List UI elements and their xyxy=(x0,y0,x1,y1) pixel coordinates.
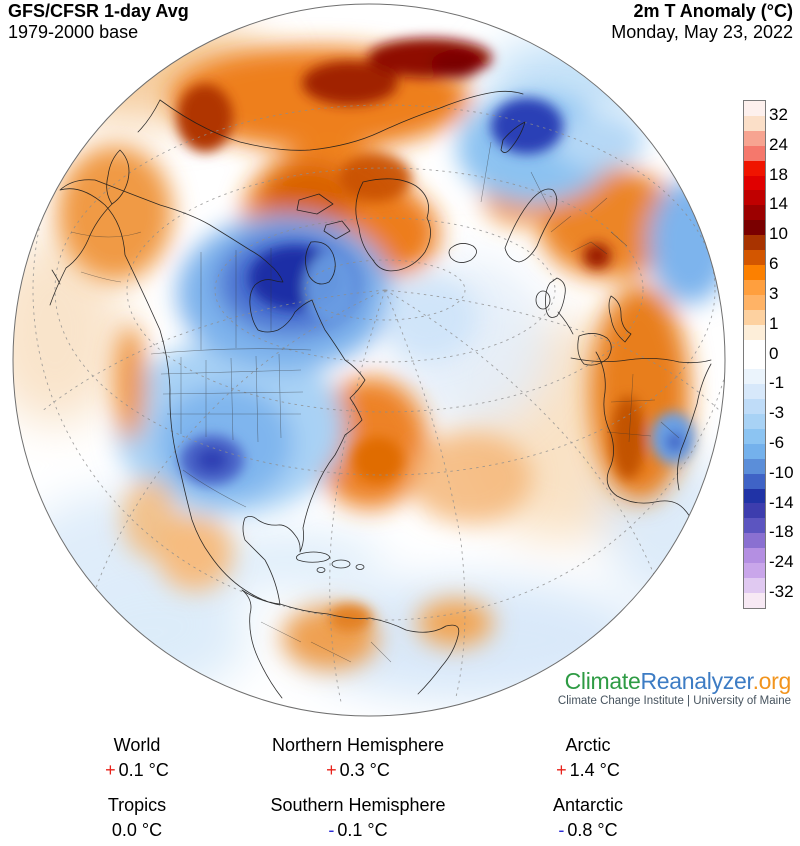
colorbar-labels: 32 24 18 14 10 6 3 1 0 -1 -3 -6 -10 -14 -18 -24 -32 xyxy=(769,100,800,607)
colorbar-segment xyxy=(744,324,765,340)
colorbar-tick-label: -14 xyxy=(769,492,794,512)
colorbar-segment xyxy=(744,488,765,504)
colorbar-tick-label: 24 xyxy=(769,134,788,154)
stat-tropics: Tropics 0.0 °C xyxy=(25,795,249,840)
colorbar-segment xyxy=(744,294,765,310)
colorbar-segment xyxy=(744,533,765,549)
colorbar-tick-label: 18 xyxy=(769,164,788,184)
stat-region-label: Northern Hemisphere xyxy=(271,735,445,755)
colorbar-segment xyxy=(744,309,765,325)
stat-region-label: World xyxy=(113,735,161,755)
colorbar-segment xyxy=(744,250,765,265)
colorbar-tick-label: -1 xyxy=(769,373,785,393)
colorbar-segment xyxy=(744,205,765,221)
baseline-subtitle: 1979-2000 base xyxy=(8,22,139,42)
institute-tagline: Climate Change Institute | University of… xyxy=(557,695,791,707)
colorbar-segment xyxy=(744,279,765,295)
stat-anomaly-value: +0.1 °C xyxy=(105,760,169,780)
graticule xyxy=(32,4,725,703)
colorbar-tick-label: -10 xyxy=(769,462,794,482)
positive-sign: + xyxy=(105,760,116,780)
colorbar-segment xyxy=(744,115,765,131)
colorbar-segment xyxy=(744,548,765,564)
stat-antarctic: Antarctic -0.8 °C xyxy=(476,795,700,840)
stat-region-label: Southern Hemisphere xyxy=(270,795,446,815)
colorbar-segment xyxy=(744,473,765,489)
colorbar-segment xyxy=(744,339,765,355)
coastlines xyxy=(49,90,712,699)
stat-region-label: Tropics xyxy=(107,795,167,815)
colorbar-segment xyxy=(744,264,765,280)
colorbar-segment xyxy=(744,101,765,116)
colorbar-segment xyxy=(744,220,765,236)
variable-title: 2m T Anomaly (°C) xyxy=(633,1,793,21)
colorbar-tick-label: -32 xyxy=(769,582,794,602)
stat-anomaly-value: -0.1 °C xyxy=(328,820,388,840)
colorbar-segment xyxy=(744,160,765,176)
colorbar-tick-label: 6 xyxy=(769,254,779,274)
date-subtitle: Monday, May 23, 2022 xyxy=(611,22,793,42)
negative-sign: - xyxy=(328,820,335,840)
stat-arctic: Arctic +1.4 °C xyxy=(476,735,700,780)
colorbar-segment xyxy=(744,414,765,429)
positive-sign: + xyxy=(556,760,567,780)
colorbar-segment xyxy=(744,130,765,146)
country-borders xyxy=(70,141,680,663)
branding: ClimateReanalyzer.org Climate Change Ins… xyxy=(558,668,791,707)
colorbar-segment xyxy=(744,384,765,400)
colorbar-tick-label: -18 xyxy=(769,522,794,542)
globe-svg xyxy=(12,3,726,717)
colorbar-segment xyxy=(744,190,765,206)
colorbar-segment xyxy=(744,354,765,370)
colorbar-segment xyxy=(744,563,765,578)
stat-world: World +0.1 °C xyxy=(25,735,249,780)
colorbar-segment xyxy=(744,428,765,444)
colorbar-tick-label: 1 xyxy=(769,313,779,333)
stat-region-label: Arctic xyxy=(565,735,611,755)
positive-sign: + xyxy=(326,760,337,780)
colorbar-tick-label: -3 xyxy=(769,403,785,423)
colorbar-tick-label: 0 xyxy=(769,343,779,363)
logo-part-reanalyzer: Reanalyzer xyxy=(640,668,753,694)
stat-region-label: Antarctic xyxy=(552,795,624,815)
colorbar-tick-label: 3 xyxy=(769,283,779,303)
colorbar-tick-label: -24 xyxy=(769,552,794,572)
climate-reanalyzer-logo-link[interactable]: ClimateReanalyzer.org xyxy=(564,668,792,694)
logo-part-climate: Climate xyxy=(564,668,641,694)
colorbar-segment xyxy=(744,592,765,608)
stat-anomaly-value: 0.0 °C xyxy=(111,820,163,840)
colorbar-segment xyxy=(744,235,765,251)
colorbar-tick-label: -6 xyxy=(769,432,785,452)
header-right: 2m T Anomaly (°C) Monday, May 23, 2022 xyxy=(611,1,793,43)
colorbar-tick-label: 32 xyxy=(769,104,788,124)
colorbar-tick-label: 14 xyxy=(769,194,788,214)
colorbar-segment xyxy=(744,369,765,385)
dataset-title: GFS/CFSR 1-day Avg xyxy=(8,1,189,21)
colorbar-segment xyxy=(744,443,765,459)
stat-anomaly-value: -0.8 °C xyxy=(558,820,618,840)
colorbar-segment xyxy=(744,578,765,593)
colorbar-segment xyxy=(744,458,765,474)
colorbar-segment xyxy=(744,175,765,191)
colorbar-scale xyxy=(743,100,766,609)
colorbar-segment xyxy=(744,518,765,534)
colorbar-segment xyxy=(744,399,765,415)
stat-northern-hemisphere: Northern Hemisphere +0.3 °C xyxy=(246,735,470,780)
stat-anomaly-value: +1.4 °C xyxy=(556,760,620,780)
stat-southern-hemisphere: Southern Hemisphere -0.1 °C xyxy=(246,795,470,840)
stat-anomaly-value: +0.3 °C xyxy=(326,760,390,780)
colorbar-segment xyxy=(744,145,765,161)
colorbar-tick-label: 10 xyxy=(769,224,788,244)
logo-part-org: .org xyxy=(752,668,792,694)
colorbar-segment xyxy=(744,503,765,519)
header-left: GFS/CFSR 1-day Avg 1979-2000 base xyxy=(8,1,189,43)
globe-limb xyxy=(12,3,726,717)
globe-map xyxy=(11,2,727,718)
negative-sign: - xyxy=(558,820,565,840)
